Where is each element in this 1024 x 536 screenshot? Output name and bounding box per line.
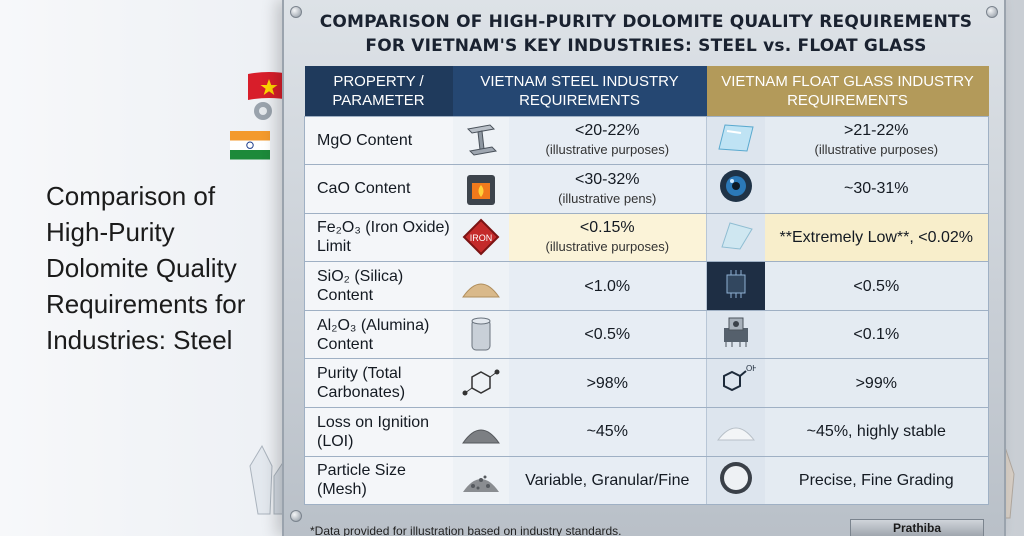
glass-value-cell: <0.5%: [764, 261, 990, 311]
glass-value: <0.5%: [853, 277, 900, 295]
property-cell: Al₂O₃ (Alumina) Content: [304, 309, 453, 360]
steel-value-cell: ~45%: [508, 407, 707, 457]
vietnam-flag-icon: [248, 72, 290, 100]
white-powder-icon: [716, 427, 755, 441]
glass-value: >21-22%: [844, 122, 909, 140]
header-property: PROPERTY / PARAMETER: [304, 66, 453, 116]
glass-value-cell: ~30-31%: [764, 164, 990, 214]
steel-note: (illustrative purposes): [545, 239, 670, 255]
steel-value-cell: <30-32% (illustrative pens): [508, 164, 707, 214]
steel-value: <1.0%: [584, 277, 631, 295]
sand-pile-icon: [461, 283, 500, 298]
header-steel: VIETNAM STEEL INDUSTRY REQUIREMENTS: [452, 66, 707, 116]
steel-value: <0.5%: [584, 326, 631, 344]
table-row: Loss on Ignition (LOI) ~45% ~45%, highly…: [304, 407, 990, 457]
table-row: Purity (Total Carbonates) >98% OH >99%: [304, 358, 990, 409]
header-glass: VIETNAM FLOAT GLASS INDUSTRY REQUIREMENT…: [706, 66, 989, 116]
molecule-icon: [462, 369, 499, 396]
glass-value: <0.1%: [853, 326, 900, 344]
steel-value-cell: Variable, Granular/Fine: [508, 455, 707, 506]
glass-value: Precise, Fine Grading: [798, 471, 954, 489]
property-cell: Fe₂O₃ (Iron Oxide) Limit: [304, 212, 453, 263]
table-row: Fe₂O₃ (Iron Oxide) Limit IRON <0.15% (ill…: [304, 212, 990, 263]
title-line-2: FOR VIETNAM'S KEY INDUSTRIES: STEEL vs. …: [365, 36, 927, 56]
steel-value: ~45%: [586, 423, 628, 441]
property-cell: Particle Size (Mesh): [304, 455, 453, 506]
steel-note: (illustrative pens): [558, 190, 657, 206]
bolt-icon: [986, 6, 998, 18]
footnote: *Data provided for illustration based on…: [310, 524, 622, 536]
title-line-1: COMPARISON OF HIGH-PURITY DOLOMITE QUALI…: [319, 12, 973, 32]
steel-value-cell: >98%: [508, 358, 707, 409]
glass-value: ~30-31%: [844, 180, 909, 198]
molecule-oh-icon: OH: [722, 364, 758, 391]
gravel-icon: [462, 475, 499, 493]
glass-value-cell: ~45%, highly stable: [764, 407, 990, 457]
left-caption: Comparison of High-Purity Dolomite Quali…: [46, 181, 246, 355]
table-row: Al₂O₃ (Alumina) Content <0.5% <0.1%: [304, 309, 990, 360]
fine-powder-dish-icon: [719, 461, 752, 494]
glass-value: ~45%, highly stable: [806, 423, 946, 441]
chip-icon: [726, 269, 746, 298]
iron-sign-icon: IRON: [462, 219, 499, 256]
comparison-panel: COMPARISON OF HIGH-PURITY DOLOMITE QUALI…: [282, 0, 1006, 536]
steel-value: <0.15%: [579, 219, 635, 237]
glass-note: (illustrative purposes): [814, 142, 939, 158]
glass-value: **Extremely Low**, <0.02%: [779, 228, 973, 246]
glass-value-cell: Precise, Fine Grading: [764, 455, 990, 506]
credit-badge: Prathiba: [850, 519, 984, 536]
property-cell: Purity (Total Carbonates): [304, 358, 453, 409]
bolt-icon: [290, 6, 302, 18]
lens-icon: [719, 170, 752, 203]
table-row: CaO Content <30-32% (illustrative pens) ~…: [304, 164, 990, 214]
bolt-icon: [290, 510, 302, 522]
steel-beam-icon: [466, 124, 497, 156]
property-cell: CaO Content: [304, 164, 453, 214]
gear-icon: [254, 102, 272, 120]
steel-value: <30-32%: [575, 170, 640, 188]
india-flag-icon: [230, 131, 270, 160]
property-label: Purity (Total Carbonates): [317, 365, 406, 402]
can-icon: [471, 317, 490, 351]
table-header-row: PROPERTY / PARAMETER VIETNAM STEEL INDUS…: [304, 66, 989, 116]
steel-value-cell: <0.5%: [508, 309, 707, 360]
property-cell: SiO₂ (Silica) Content: [304, 261, 453, 311]
table-row: MgO Content <20-22% (illustrative purpose…: [304, 115, 990, 166]
steel-value: >98%: [586, 374, 628, 392]
glass-value-cell: **Extremely Low**, <0.02%: [764, 212, 990, 263]
steel-value: <20-22%: [575, 122, 640, 140]
component-icon: [723, 317, 748, 348]
glass-value-cell: >21-22% (illustrative purposes): [764, 115, 990, 166]
powder-pile-icon: [461, 429, 500, 444]
oh-label: OH: [746, 364, 756, 373]
glass-value-cell: >99%: [764, 358, 990, 409]
table-row: Particle Size (Mesh) Variable, Granular/…: [304, 455, 990, 506]
table-row: SiO₂ (Silica) Content <1.0% <0.5%: [304, 261, 990, 311]
steel-note: (illustrative purposes): [545, 142, 670, 158]
property-cell: MgO Content: [304, 115, 453, 166]
iron-label: IRON: [469, 233, 492, 243]
glass-shard-icon: [721, 222, 753, 250]
furnace-icon: [466, 174, 495, 205]
steel-value-cell: <20-22% (illustrative purposes): [508, 115, 707, 166]
steel-value-cell: <1.0%: [508, 261, 707, 311]
glass-value-cell: <0.1%: [764, 309, 990, 360]
comparison-table: PROPERTY / PARAMETER VIETNAM STEEL INDUS…: [304, 66, 990, 506]
steel-value-cell: <0.15% (illustrative purposes): [508, 212, 707, 263]
property-cell: Loss on Ignition (LOI): [304, 407, 453, 457]
page-title: COMPARISON OF HIGH-PURITY DOLOMITE QUALI…: [284, 10, 1008, 58]
steel-value: Variable, Granular/Fine: [525, 471, 690, 489]
glass-value: >99%: [855, 374, 897, 392]
glass-pane-icon: [718, 124, 754, 152]
